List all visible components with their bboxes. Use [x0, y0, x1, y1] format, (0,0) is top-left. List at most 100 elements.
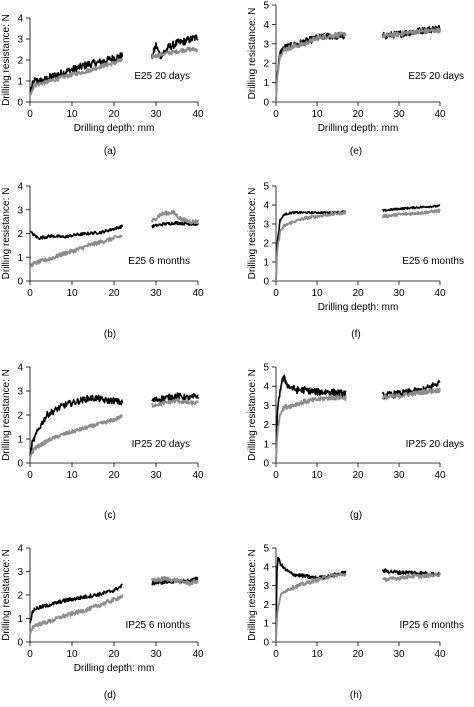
series-line-black-segment-1 [29, 583, 123, 624]
x-tick-label: 10 [311, 288, 323, 299]
x-tick-label: 10 [66, 109, 78, 120]
specimen-label: E25 6 months [402, 256, 464, 267]
series-line-grey-segment-1 [29, 414, 123, 459]
y-tick-label: 2 [17, 56, 23, 67]
series-line-grey-segment-1 [29, 57, 124, 97]
y-tick-label: 1 [17, 435, 23, 446]
y-tick-label: 0 [17, 459, 23, 470]
panel-letter: (c) [104, 510, 116, 521]
specimen-label: IP25 6 months [400, 620, 464, 631]
panel-letter: (h) [350, 690, 362, 701]
y-axis-title: Drilling resistance: N [1, 14, 12, 106]
y-tick-label: 2 [263, 59, 269, 70]
y-tick-label: 0 [263, 277, 269, 288]
series-line-grey-segment-2 [150, 576, 199, 586]
specimen-label: IP25 20 days [406, 439, 464, 450]
panel-letter: (e) [350, 146, 362, 157]
x-tick-label: 20 [108, 649, 120, 660]
x-tick-label: 40 [434, 470, 446, 481]
x-tick-label: 40 [192, 288, 204, 299]
x-tick-label: 30 [393, 288, 405, 299]
x-tick-label: 10 [311, 109, 323, 120]
series-line-black-segment-2 [151, 392, 199, 403]
series-line-grey-segment-2 [381, 387, 441, 401]
x-tick-label: 30 [150, 470, 162, 481]
y-tick-label: 1 [17, 77, 23, 88]
y-tick-label: 3 [263, 39, 269, 50]
y-tick-label: 3 [17, 35, 23, 46]
y-tick-label: 0 [263, 638, 269, 649]
panel-letter: (f) [351, 329, 360, 340]
y-tick-label: 3 [263, 220, 269, 231]
x-tick-label: 40 [434, 288, 446, 299]
x-tick-label: 10 [66, 470, 78, 481]
series-line-grey-segment-2 [381, 208, 441, 219]
series-line-grey-segment-1 [275, 210, 347, 282]
y-tick-label: 5 [263, 363, 269, 374]
y-tick-label: 4 [263, 201, 269, 212]
series-line-grey-segment-1 [275, 394, 347, 464]
y-tick-label: 1 [17, 614, 23, 625]
y-tick-label: 3 [17, 387, 23, 398]
y-axis-title: Drilling resistance: N [1, 549, 12, 641]
chart-panel-g: 0 1 2 3 4 5 0 10 20 30 40 Drilling resistance: N IP2… [247, 363, 464, 522]
x-tick-label: 30 [393, 109, 405, 120]
y-tick-label: 0 [17, 277, 23, 288]
x-tick-label: 10 [66, 649, 78, 660]
y-tick-label: 5 [263, 1, 269, 12]
y-tick-label: 2 [263, 239, 269, 250]
x-tick-label: 0 [27, 109, 33, 120]
y-tick-label: 5 [263, 182, 269, 193]
y-tick-label: 0 [17, 98, 23, 109]
x-tick-label: 20 [352, 288, 364, 299]
series-line-grey-segment-2 [382, 572, 441, 583]
x-tick-label: 40 [434, 109, 446, 120]
y-tick-label: 2 [17, 591, 23, 602]
x-tick-label: 10 [311, 649, 323, 660]
x-tick-label: 0 [273, 470, 279, 481]
y-tick-label: 0 [263, 459, 269, 470]
panel-letter: (d) [104, 690, 116, 701]
y-tick-label: 4 [17, 363, 23, 374]
x-tick-label: 0 [273, 649, 279, 660]
x-axis-title: Drilling depth: mm [318, 123, 399, 134]
chart-panel-f: 0 1 2 3 4 5 0 10 20 30 40 Drilling resistance: N Dri… [247, 182, 464, 341]
series-line-black-segment-1 [275, 210, 347, 282]
y-tick-label: 1 [263, 78, 269, 89]
series-line-black-segment-1 [29, 224, 124, 240]
specimen-label: IP25 6 months [126, 620, 190, 631]
y-tick-label: 4 [263, 20, 269, 31]
panel-letter: (a) [104, 146, 116, 157]
specimen-label: E25 6 months [128, 256, 190, 267]
series-line-black-segment-1 [275, 556, 347, 643]
x-tick-label: 20 [352, 109, 364, 120]
series-line-black-segment-1 [275, 32, 347, 103]
y-axis-title: Drilling resistance: N [247, 8, 258, 100]
chart-panel-e: 0 1 2 3 4 5 0 10 20 30 40 Drilling resistance: N Dri… [247, 1, 464, 158]
y-tick-label: 4 [263, 562, 269, 573]
y-tick-label: 4 [263, 382, 269, 393]
x-tick-label: 0 [27, 288, 33, 299]
y-tick-label: 4 [17, 14, 23, 25]
x-tick-label: 0 [27, 649, 33, 660]
panel-letter: (b) [104, 329, 116, 340]
x-axis-title: Drilling depth: mm [318, 302, 399, 313]
y-tick-label: 3 [17, 205, 23, 216]
x-tick-label: 0 [27, 470, 33, 481]
x-axis-title: Drilling depth: mm [74, 123, 155, 134]
y-tick-label: 0 [263, 98, 269, 109]
y-tick-label: 0 [17, 638, 23, 649]
y-tick-label: 2 [17, 229, 23, 240]
series-line-grey-segment-1 [29, 594, 124, 636]
y-axis-title: Drilling resistance: N [247, 369, 258, 461]
series-line-grey-segment-1 [29, 234, 123, 268]
x-tick-label: 20 [108, 470, 120, 481]
y-tick-label: 1 [263, 619, 269, 630]
x-tick-label: 20 [352, 470, 364, 481]
series-line-black-segment-2 [381, 204, 441, 212]
x-tick-label: 10 [311, 470, 323, 481]
series-line-grey-segment-2 [150, 398, 199, 408]
